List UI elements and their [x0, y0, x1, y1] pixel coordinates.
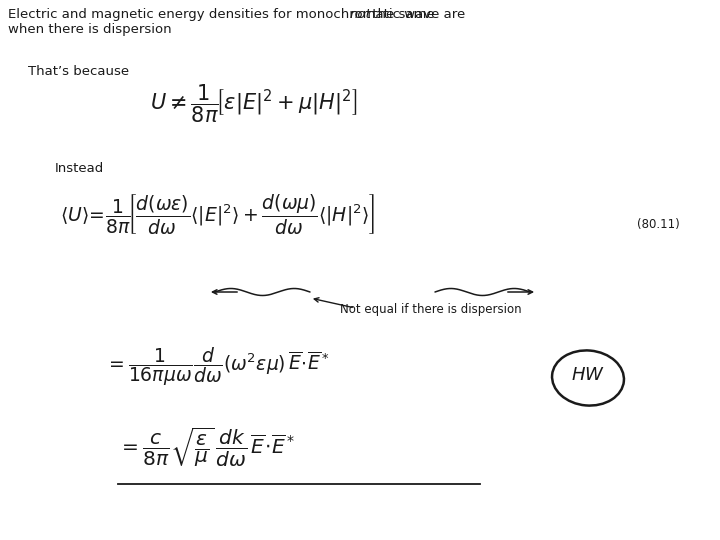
- Text: when there is dispersion: when there is dispersion: [8, 23, 171, 36]
- Text: That’s because: That’s because: [28, 65, 129, 78]
- Text: Instead: Instead: [55, 162, 104, 175]
- Text: Not equal if there is dispersion: Not equal if there is dispersion: [340, 303, 521, 316]
- Text: $=\dfrac{c}{8\pi}\sqrt{\dfrac{\varepsilon}{\mu}}\,\dfrac{dk}{d\omega}\,\overline: $=\dfrac{c}{8\pi}\sqrt{\dfrac{\varepsilo…: [118, 425, 295, 469]
- Text: not: not: [350, 8, 372, 21]
- Text: (80.11): (80.11): [637, 218, 680, 231]
- Text: Electric and magnetic energy densities for monochromatic wave are: Electric and magnetic energy densities f…: [8, 8, 469, 21]
- Text: the same: the same: [368, 8, 434, 21]
- Text: $U \neq \dfrac{1}{8\pi}\!\left[\varepsilon|E|^2 + \mu|H|^2\right]$: $U \neq \dfrac{1}{8\pi}\!\left[\varepsil…: [150, 82, 357, 125]
- Text: $=\dfrac{1}{16\pi\mu\omega}\dfrac{d}{d\omega}(\omega^2\varepsilon\mu)\,\overline: $=\dfrac{1}{16\pi\mu\omega}\dfrac{d}{d\o…: [105, 345, 330, 388]
- Text: $\langle U\rangle\!=\!\dfrac{1}{8\pi}\!\left[\dfrac{d(\omega\varepsilon)}{d\omeg: $\langle U\rangle\!=\!\dfrac{1}{8\pi}\!\…: [60, 192, 375, 236]
- Text: $HW$: $HW$: [571, 368, 605, 384]
